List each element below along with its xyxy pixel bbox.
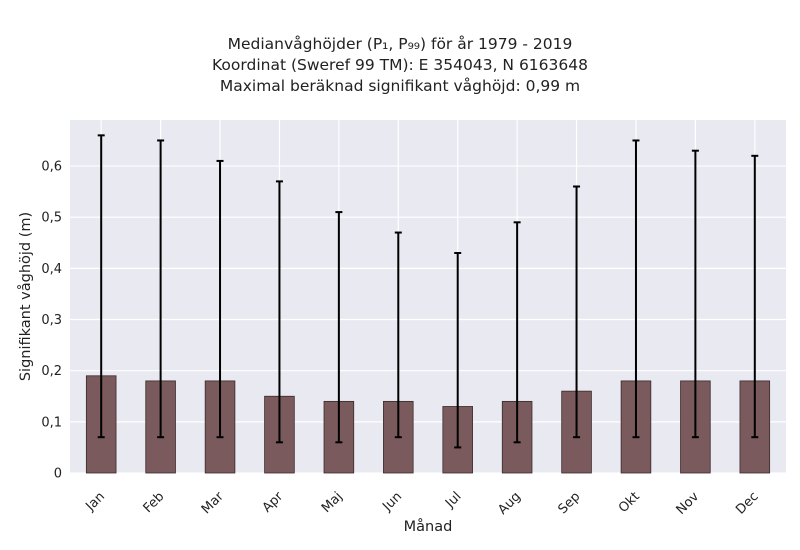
y-tick-label: 0,1 — [41, 415, 62, 430]
x-tick-label: Nov — [674, 489, 703, 518]
x-tick-label: Apr — [260, 489, 287, 516]
y-tick-label: 0,5 — [41, 211, 62, 226]
x-tick-label: Okt — [616, 489, 643, 516]
x-tick-label: Mar — [199, 489, 227, 517]
y-tick-label: 0,2 — [41, 364, 62, 379]
x-tick-label: Jun — [379, 489, 405, 515]
x-tick-label: Sep — [555, 489, 583, 517]
plot-area — [70, 120, 786, 473]
y-tick-label: 0,6 — [41, 160, 62, 175]
x-tick-label: Aug — [495, 489, 524, 518]
y-tick-label: 0,4 — [41, 262, 62, 277]
x-tick-label: Jan — [83, 489, 108, 514]
y-axis-label: Signifikant våghöjd (m) — [17, 212, 34, 381]
x-axis-label: Månad — [404, 518, 453, 535]
x-tick-label: Dec — [733, 489, 761, 517]
title-line-3: Maximal beräknad signifikant våghöjd: 0,… — [219, 77, 581, 95]
y-tick-label: 0 — [54, 467, 62, 482]
x-tick-label: Maj — [319, 489, 346, 516]
x-tick-label: Jul — [442, 489, 464, 511]
title-line-1: Medianvåghöjder (P₁, P₉₉) för år 1979 - … — [227, 35, 573, 53]
title-line-2: Koordinat (Sweref 99 TM): E 354043, N 61… — [212, 56, 588, 74]
y-tick-label: 0,3 — [41, 313, 62, 328]
x-tick-label: Feb — [141, 489, 168, 516]
chart-title: Medianvåghöjder (P₁, P₉₉) för år 1979 - … — [0, 34, 800, 97]
